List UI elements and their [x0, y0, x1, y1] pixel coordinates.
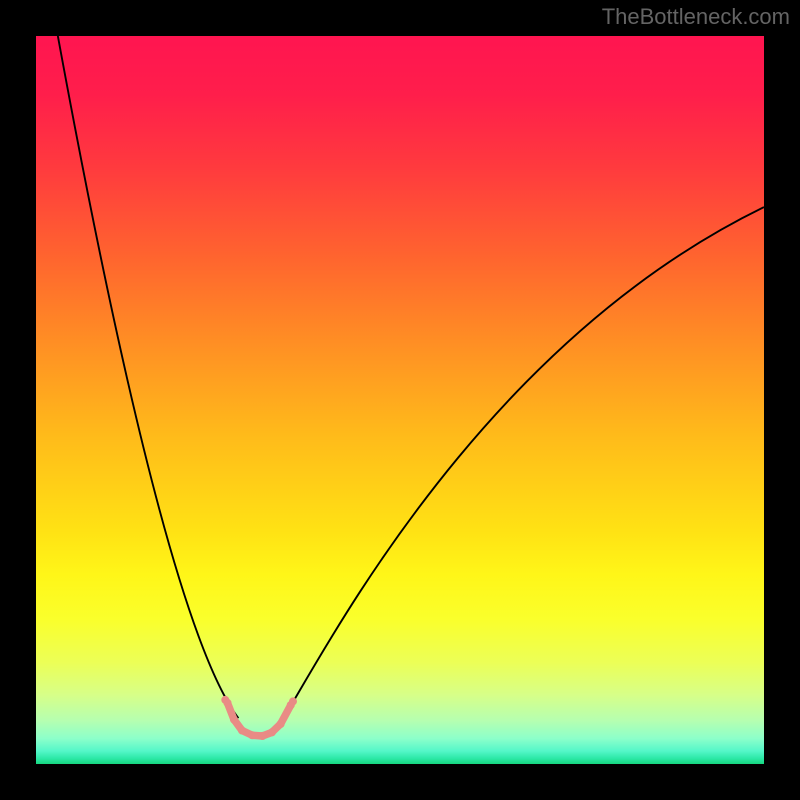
- plot-area: [36, 36, 764, 764]
- u-bead: [268, 728, 276, 736]
- u-bead: [277, 720, 285, 728]
- u-end-dot: [221, 696, 229, 704]
- u-bead: [258, 732, 266, 740]
- chart-svg: [36, 36, 764, 764]
- u-end-dot: [289, 697, 297, 705]
- u-bead: [230, 716, 238, 724]
- u-bead: [248, 731, 256, 739]
- chart-stage: TheBottleneck.com: [0, 0, 800, 800]
- gradient-background: [36, 36, 764, 764]
- u-bead: [238, 726, 246, 734]
- watermark-text: TheBottleneck.com: [602, 4, 790, 30]
